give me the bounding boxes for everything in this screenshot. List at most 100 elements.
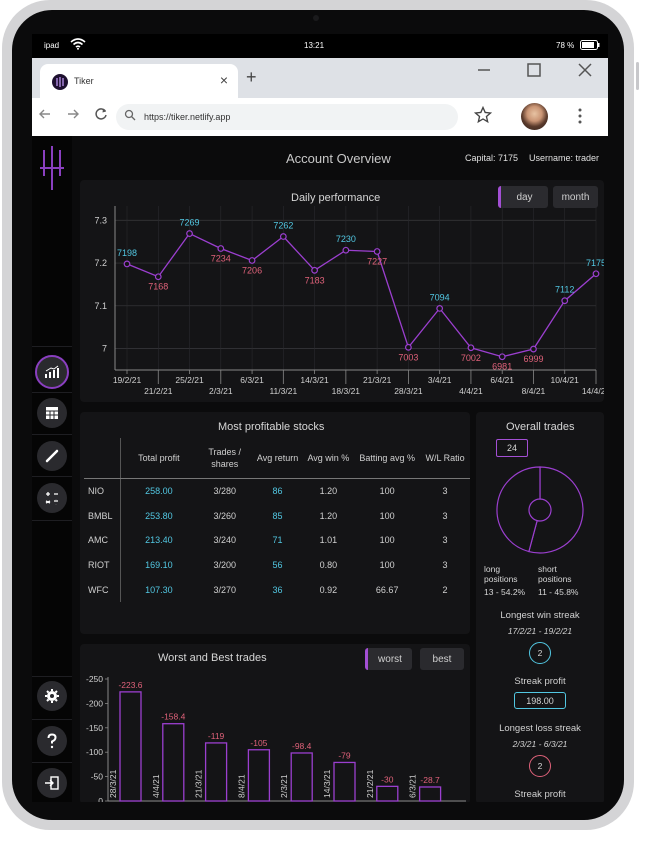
longest-win-dates: 17/2/21 - 19/2/21 — [507, 626, 573, 636]
y-tick-label: 0 — [98, 796, 103, 802]
url-field[interactable]: https://tiker.netlify.app — [116, 104, 458, 130]
profile-avatar[interactable] — [521, 103, 548, 130]
x-tick-label: 14/3/21 — [322, 769, 332, 798]
avg-return: 86 — [272, 486, 283, 497]
sidebar-separator — [32, 762, 72, 763]
bar — [418, 786, 442, 802]
long-positions-value: 13 - 54.2% — [484, 587, 526, 597]
x-tick-label: 21/2/21 — [144, 386, 173, 396]
chart-icon[interactable] — [35, 355, 69, 389]
new-tab-button[interactable]: + — [246, 67, 257, 87]
stock-name: NIO — [84, 478, 121, 504]
device-name: ipad — [44, 41, 60, 50]
longest-loss-dates: 2/3/21 - 6/3/21 — [512, 739, 568, 749]
worst-best-panel: Worst and Best trades worst best -250 -20… — [80, 644, 470, 802]
bar — [247, 749, 271, 802]
avg-win: 1.01 — [319, 535, 338, 546]
avg-return: 71 — [272, 535, 283, 546]
wl-ratio: 2 — [442, 584, 448, 595]
x-tick-label: 21/3/21 — [363, 375, 392, 385]
gear-icon[interactable] — [37, 681, 67, 711]
table-icon[interactable] — [37, 398, 67, 428]
stock-name: BMBL — [84, 503, 121, 529]
total-profit: 213.40 — [145, 535, 173, 546]
x-tick-label: 21/2/21 — [365, 769, 375, 798]
maximize-icon[interactable] — [526, 62, 542, 83]
data-point — [123, 260, 131, 268]
bar-value-label: -98.4 — [292, 741, 312, 751]
column-header: Total profit — [120, 438, 197, 479]
y-tick-label: -250 — [86, 674, 103, 684]
browser-tab-bar: Tiker × + — [32, 58, 608, 98]
streak-profit-label: Streak profit — [514, 676, 566, 687]
stock-name: AMC — [84, 528, 121, 553]
donut-slice — [528, 466, 584, 554]
data-point — [154, 273, 162, 281]
capital-value: Capital: 7175 — [465, 153, 519, 163]
url-text: https://tiker.netlify.app — [144, 112, 231, 122]
minimize-icon[interactable] — [476, 62, 492, 83]
overall-trades-panel: Overall trades 24 long positions short p… — [476, 412, 604, 802]
data-label: 7094 — [430, 292, 450, 302]
forward-icon[interactable] — [66, 107, 80, 126]
loss-streak-count: 2 — [529, 755, 551, 777]
tab-close-icon[interactable]: × — [219, 72, 228, 88]
menu-kebab-icon[interactable] — [577, 108, 583, 129]
total-profit: 169.10 — [145, 560, 173, 571]
sidebar-separator — [32, 346, 72, 347]
x-tick-label: 11/3/21 — [269, 386, 297, 396]
y-tick-label: 7 — [102, 344, 107, 354]
browser-tab[interactable]: Tiker × — [40, 64, 238, 98]
sidebar-separator — [32, 476, 72, 477]
table-row: WFC 107.30 3/270 36 0.92 66.67 2 — [84, 577, 470, 602]
line-chart: 7.3 7.2 7.1 7 7198 7168 7269 7234 7206 7262 7183 72… — [94, 206, 604, 396]
x-tick-label: 18/3/21 — [332, 386, 361, 396]
overall-trades-title: Overall trades — [506, 421, 575, 433]
reload-icon[interactable] — [94, 107, 108, 126]
y-tick-label: 7.2 — [94, 258, 107, 268]
sidebar-separator — [32, 676, 72, 677]
status-bar: ipad 13:21 78 % — [32, 34, 608, 58]
y-tick-label: -100 — [86, 747, 103, 757]
x-tick-label: 21/3/21 — [194, 769, 204, 798]
data-point — [436, 304, 444, 312]
sidebar — [32, 136, 72, 802]
table-row: RIOT 169.10 3/200 56 0.80 100 3 — [84, 552, 470, 578]
short-positions-label: short positions — [538, 564, 572, 584]
data-label: 7262 — [273, 221, 293, 231]
back-icon[interactable] — [38, 107, 52, 126]
batting-avg: 100 — [379, 510, 395, 521]
y-tick-label: 7.3 — [94, 215, 107, 225]
bar-value-label: -28.7 — [420, 775, 440, 785]
logout-icon[interactable] — [37, 768, 67, 798]
data-label: 6999 — [523, 354, 543, 364]
bar-value-label: -30 — [381, 774, 394, 784]
x-tick-label: 2/3/21 — [279, 774, 289, 798]
day-toggle[interactable]: day — [498, 186, 548, 208]
month-toggle[interactable]: month — [553, 186, 598, 208]
data-point — [373, 248, 381, 255]
stock-name: RIOT — [84, 552, 121, 578]
best-toggle[interactable]: best — [420, 648, 464, 670]
search-icon — [124, 109, 136, 124]
pen-icon[interactable] — [37, 441, 67, 471]
sidebar-separator — [32, 520, 72, 521]
y-tick-label: 7.1 — [94, 301, 107, 311]
avg-win: 0.80 — [319, 560, 338, 571]
column-header-stock — [84, 438, 121, 479]
table-row: AMC 213.40 3/240 71 1.01 100 3 — [84, 528, 470, 553]
data-label: 7234 — [211, 254, 231, 264]
data-point — [561, 297, 569, 305]
page-title: Account Overview — [286, 151, 391, 166]
window-close-icon[interactable] — [577, 62, 593, 83]
data-label: 7230 — [336, 234, 356, 244]
total-profit: 258.00 — [145, 486, 173, 497]
batting-avg: 66.67 — [375, 584, 399, 595]
bookmark-star-icon[interactable] — [473, 105, 493, 129]
camera — [313, 15, 319, 21]
calculator-icon[interactable] — [37, 483, 67, 513]
help-icon[interactable] — [37, 726, 67, 756]
batting-avg: 100 — [379, 560, 395, 571]
bar — [333, 761, 356, 802]
worst-toggle[interactable]: worst — [365, 648, 412, 670]
